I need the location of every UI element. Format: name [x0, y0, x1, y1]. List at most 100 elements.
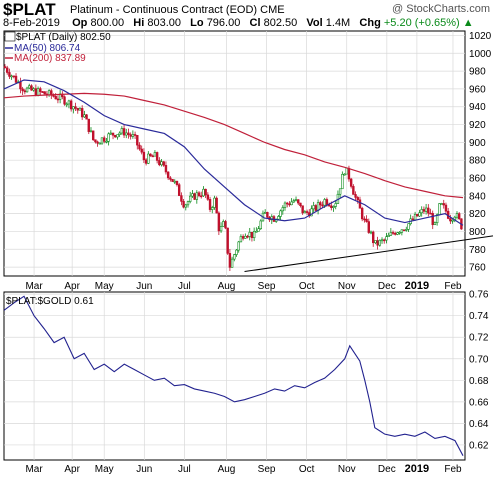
candle-up [244, 235, 247, 239]
price-y-tick-label: 880 [469, 156, 486, 167]
candle-down [69, 100, 73, 110]
candle-up [100, 137, 104, 144]
ratio-panel-frame [3, 291, 466, 461]
candle-down [177, 184, 181, 196]
chart-header: $PLAT Platinum - Continuous Contract (EO… [0, 0, 494, 30]
month-tick-label: Jul [178, 281, 191, 292]
price-y-tick-label: 980 [469, 67, 486, 78]
candle-down [444, 204, 448, 212]
candle-up [369, 231, 373, 234]
candle-down [224, 221, 227, 229]
candle-down [327, 204, 331, 207]
candle-down [96, 141, 99, 144]
candle-up [257, 228, 260, 232]
candle-down [449, 218, 452, 222]
candle-up [222, 221, 225, 227]
candle-down [394, 233, 397, 235]
legend-ma50: MA(50) 806.74 [14, 43, 81, 54]
candle-up [65, 103, 68, 106]
candle-down [367, 221, 370, 233]
candle-down [111, 132, 115, 136]
candle-up [153, 152, 157, 157]
candle-down [352, 186, 355, 195]
candle-up [25, 87, 29, 93]
candle-down [391, 232, 395, 234]
candle-up [72, 106, 75, 110]
candle-up [396, 232, 399, 235]
candle-down [301, 205, 304, 214]
candle-down [383, 239, 386, 242]
month-tick-label: Feb [444, 464, 462, 475]
candle-down [54, 96, 57, 100]
candle-up [438, 203, 441, 215]
candle-up [202, 188, 205, 197]
candle-down [457, 213, 461, 220]
price-y-tick-label: 860 [469, 174, 486, 185]
candle-up [310, 208, 313, 217]
open-label: Op [72, 17, 88, 29]
candle-up [378, 239, 382, 246]
month-tick-label: May [95, 464, 114, 475]
month-tick-label: Dec [378, 464, 396, 475]
candle-down [241, 236, 245, 239]
candle-up [259, 220, 262, 229]
candle-down [142, 151, 146, 161]
year-tick-label: 2019 [405, 463, 429, 475]
candle-down [52, 95, 55, 97]
candle-down [226, 227, 229, 254]
candle-up [334, 203, 337, 207]
price-candles [3, 64, 463, 272]
candle-up [67, 100, 71, 105]
candle-down [155, 152, 159, 161]
candle-up [312, 205, 315, 210]
candle-down [63, 96, 66, 105]
ratio-y-tick-label: 0.72 [469, 333, 489, 344]
candle-up [83, 114, 86, 118]
candle-up [237, 241, 240, 251]
candle-up [47, 90, 51, 96]
candle-up [189, 195, 192, 202]
candle-down [319, 202, 322, 206]
candle-up [233, 254, 236, 260]
candle-down [91, 130, 95, 141]
candle-up [451, 219, 454, 222]
candle-down [208, 199, 212, 210]
candle-up [374, 240, 377, 244]
candle-up [160, 161, 163, 166]
candle-down [250, 231, 254, 239]
close-value: 802.50 [263, 17, 298, 29]
candle-down [39, 88, 42, 92]
price-y-tick-label: 960 [469, 84, 486, 95]
candle-down [129, 134, 132, 137]
support-trendline [244, 235, 494, 273]
candle-up [380, 239, 384, 242]
candle-up [433, 222, 437, 226]
candle-down [297, 199, 300, 204]
month-tick-label: Oct [299, 281, 315, 292]
candle-up [235, 249, 238, 255]
candle-down [103, 137, 106, 142]
price-y-tick-label: 1000 [469, 49, 492, 60]
candle-down [427, 207, 430, 214]
month-tick-label: Sep [258, 464, 276, 475]
candle-down [166, 171, 170, 179]
candle-up [424, 207, 428, 212]
candle-up [184, 204, 187, 208]
candle-up [173, 180, 176, 183]
candle-up [147, 153, 150, 164]
candle-down [299, 202, 302, 207]
candle-down [200, 195, 203, 198]
candle-down [76, 108, 79, 111]
candle-down [158, 160, 161, 166]
candle-down [162, 161, 165, 166]
month-tick-label: Mar [25, 281, 43, 292]
candle-up [292, 200, 296, 203]
candle-down [133, 134, 137, 136]
candle-down [34, 88, 38, 96]
price-x-axis: Mar Apr May Jun Jul Aug Sep Oct Nov Dec 2019 Feb [25, 280, 462, 292]
candle-up [219, 226, 223, 232]
candle-up [405, 229, 408, 231]
candle-up [98, 142, 102, 145]
high-value: 803.00 [147, 17, 181, 29]
month-tick-label: Aug [218, 281, 236, 292]
